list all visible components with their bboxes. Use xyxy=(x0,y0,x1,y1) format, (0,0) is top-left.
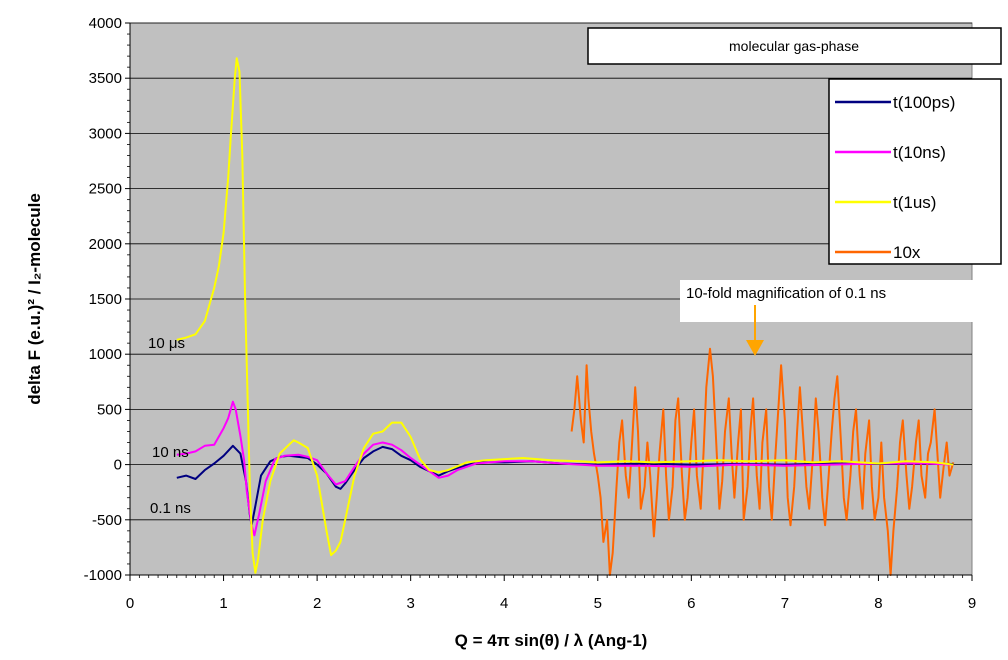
legend: t(100ps) t(10ns) t(1us) 10x xyxy=(828,78,1002,265)
legend-label-3: 10x xyxy=(893,243,921,262)
legend-label-1: t(10ns) xyxy=(893,143,946,162)
magnification-arrowhead xyxy=(746,340,764,356)
chart-title: molecular gas-phase xyxy=(729,38,859,54)
x-tick-label: 7 xyxy=(781,595,789,612)
y-tick-label: 3500 xyxy=(89,70,122,87)
y-tick-label: 4000 xyxy=(89,15,122,32)
y-tick-label: 2500 xyxy=(89,181,122,198)
legend-items: t(100ps) t(10ns) t(1us) 10x xyxy=(835,93,955,262)
y-tick-label: 500 xyxy=(97,401,122,418)
series-line-1 xyxy=(176,400,954,537)
legend-label-2: t(1us) xyxy=(893,193,936,212)
series-layer xyxy=(176,57,955,576)
tick-labels: -1000-5000500100015002000250030003500400… xyxy=(84,15,977,612)
x-tick-label: 6 xyxy=(687,595,695,612)
x-tick-label: 1 xyxy=(219,595,227,612)
y-tick-label: -500 xyxy=(92,512,122,529)
label-10ns: 10 ns xyxy=(152,444,189,461)
x-tick-label: 0 xyxy=(126,595,134,612)
x-tick-label: 3 xyxy=(406,595,414,612)
x-tick-label: 9 xyxy=(968,595,976,612)
series-line-3 xyxy=(570,347,955,576)
legend-label-0: t(100ps) xyxy=(893,93,955,112)
legend-box xyxy=(828,78,1002,265)
magnification-box xyxy=(680,280,1000,322)
y-tick-label: -1000 xyxy=(84,567,122,584)
label-10us: 10 μs xyxy=(148,335,185,352)
series-line-2 xyxy=(176,57,954,574)
x-axis-title: Q = 4π sin(θ) / λ (Ang-1) xyxy=(455,631,648,650)
y-axis-title: delta F (e.u.)² / I₂-molecule xyxy=(25,193,44,405)
x-tick-label: 5 xyxy=(594,595,602,612)
title-box xyxy=(587,27,1002,65)
x-tick-label: 4 xyxy=(500,595,508,612)
magnification-label: 10-fold magnification of 0.1 ns xyxy=(686,285,886,302)
legend-clip: t(100ps) t(10ns) t(1us) 10x xyxy=(835,93,955,262)
label-01ns: 0.1 ns xyxy=(150,500,191,517)
y-tick-label: 1500 xyxy=(89,291,122,308)
y-tick-label: 2000 xyxy=(89,236,122,253)
x-tick-label: 2 xyxy=(313,595,321,612)
y-tick-label: 3000 xyxy=(89,125,122,142)
y-tick-label: 1000 xyxy=(89,346,122,363)
y-tick-label: 0 xyxy=(114,457,122,474)
x-tick-label: 8 xyxy=(874,595,882,612)
